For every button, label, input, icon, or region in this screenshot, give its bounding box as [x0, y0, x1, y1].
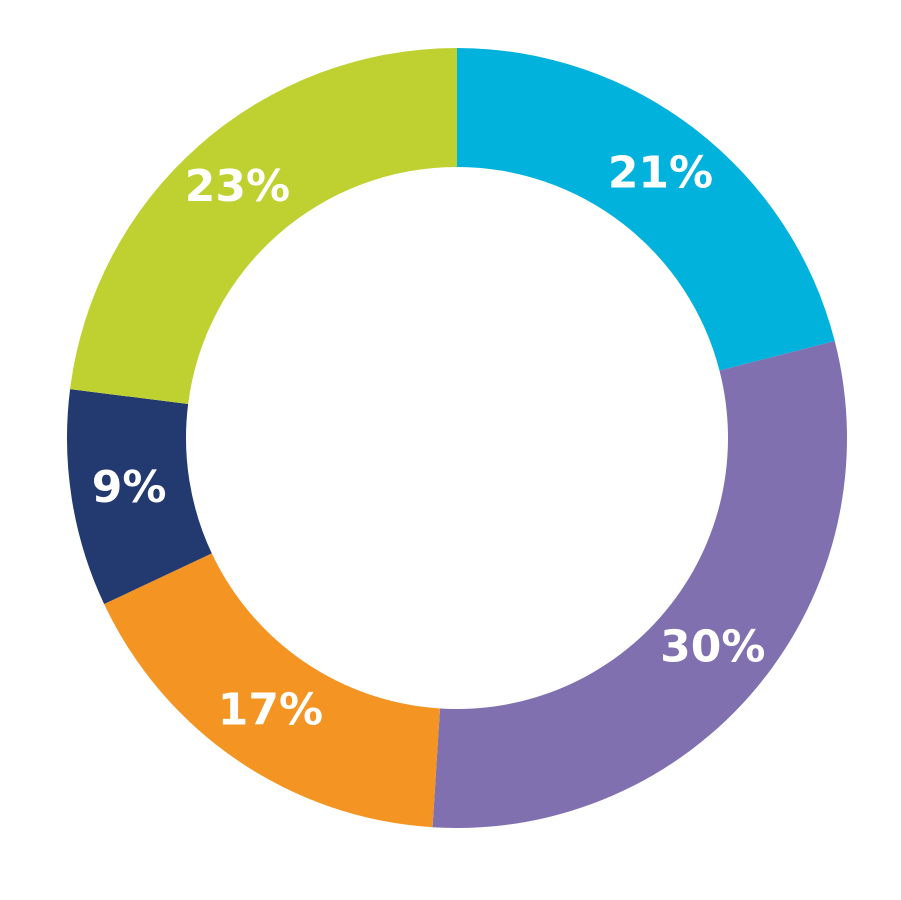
value-label: 9% — [92, 462, 167, 513]
donut-slice — [70, 48, 458, 405]
value-label: 30% — [660, 622, 765, 673]
donut-slice — [104, 553, 440, 828]
value-label: 21% — [608, 148, 713, 199]
value-label: 23% — [185, 161, 290, 212]
donut-slice — [432, 341, 847, 828]
donut-slice — [67, 389, 212, 605]
value-label: 17% — [218, 685, 323, 736]
donut-slice — [457, 48, 835, 371]
